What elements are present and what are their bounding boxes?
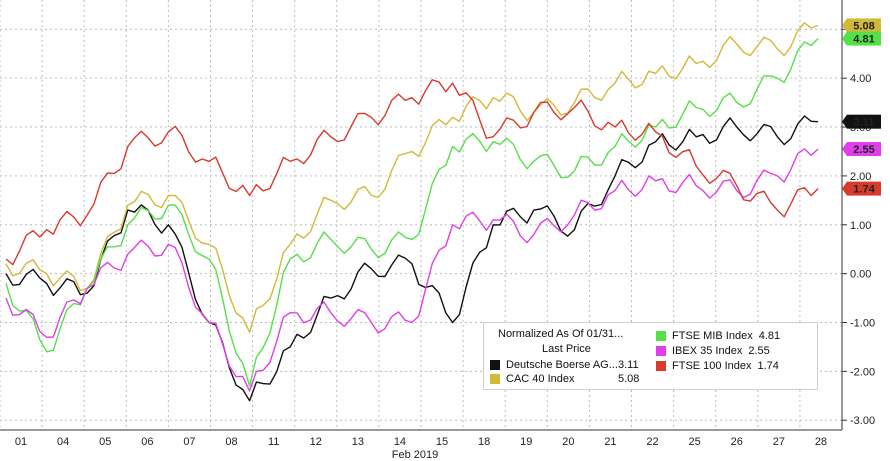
series-line (5, 115, 819, 402)
x-tick-label: 15 (436, 436, 448, 448)
last-value-pointer (842, 31, 847, 46)
chart-legend: Normalized As Of 01/31... Last Price Deu… (483, 322, 818, 390)
y-tick-label: -1.00 (850, 318, 875, 330)
last-value-badge (847, 31, 881, 46)
x-tick-label: 08 (225, 436, 237, 448)
last-value-label: 1.74 (853, 184, 875, 196)
series-line (5, 22, 819, 333)
legend-value-ftse-mib: 4.81 (758, 330, 781, 342)
x-tick-label: 13 (352, 436, 364, 448)
legend-entry-deutsche-boerse: Deutsche Boerse AG... 3.11 (490, 359, 639, 371)
legend-label-ftse100: FTSE 100 Index (672, 360, 752, 372)
legend-value-ftse100: 1.74 (757, 360, 779, 372)
series-line (5, 79, 819, 266)
series-line (5, 38, 819, 387)
last-value-badge (847, 142, 881, 157)
last-value-pointer (842, 181, 847, 196)
x-tick-label: 06 (141, 436, 153, 448)
x-tick-label: 05 (99, 436, 111, 448)
y-tick-label: 0.00 (850, 269, 871, 281)
last-value-label: 2.55 (853, 144, 874, 156)
x-tick-label: 27 (773, 436, 785, 448)
legend-label-ftse-mib: FTSE MIB Index (672, 330, 753, 342)
y-tick-label: -2.00 (850, 366, 875, 378)
legend-label-ibex35: IBEX 35 Index (672, 345, 743, 357)
x-tick-label: 28 (815, 436, 827, 448)
legend-header-last-price: Last Price (542, 343, 591, 355)
legend-swatch-ftse100 (656, 361, 666, 371)
legend-label-deutsche-boerse: Deutsche Boerse AG... (506, 359, 618, 371)
last-value-pointer (842, 142, 847, 157)
legend-swatch-ftse-mib (656, 331, 666, 341)
x-tick-label: 21 (604, 436, 616, 448)
last-value-pointer (842, 114, 847, 129)
legend-header-normalized: Normalized As Of 01/31... (498, 328, 624, 340)
last-value-badge (847, 114, 881, 129)
legend-value-deutsche-boerse: 3.11 (618, 359, 639, 371)
last-value-label: 4.81 (853, 34, 874, 46)
x-axis-label: Feb 2019 (392, 449, 438, 461)
legend-entry-ftse100: FTSE 100 Index 1.74 (656, 360, 779, 372)
legend-swatch-deutsche-boerse (490, 360, 500, 370)
last-value-label: 3.11 (854, 117, 875, 129)
last-value-label: 5.08 (853, 20, 874, 32)
y-tick-label: -3.00 (850, 415, 875, 427)
legend-entry-cac40: CAC 40 Index 5.08 (490, 373, 639, 385)
y-tick-label: 2.00 (850, 171, 871, 183)
x-tick-label: 26 (731, 436, 743, 448)
y-tick-label: 4.00 (850, 73, 871, 85)
x-tick-label: 04 (57, 436, 69, 448)
x-tick-label: 19 (520, 436, 532, 448)
x-tick-label: 14 (394, 436, 406, 448)
legend-entry-ftse-mib: FTSE MIB Index 4.81 (656, 330, 780, 342)
x-tick-label: 01 (15, 436, 27, 448)
last-value-badge (847, 181, 881, 196)
x-tick-label: 18 (478, 436, 490, 448)
last-value-pointer (842, 18, 847, 33)
legend-label-cac40: CAC 40 Index (506, 373, 575, 385)
x-tick-label: 12 (310, 436, 322, 448)
x-tick-label: 11 (268, 436, 279, 448)
legend-value-ibex35: 2.55 (748, 345, 770, 357)
legend-swatch-cac40 (490, 374, 500, 384)
legend-swatch-ibex35 (656, 346, 666, 356)
series-line (5, 148, 819, 392)
legend-value-cac40: 5.08 (618, 373, 640, 385)
legend-entry-ibex35: IBEX 35 Index 2.55 (656, 345, 770, 357)
x-tick-label: 20 (562, 436, 574, 448)
x-tick-label: 25 (689, 436, 701, 448)
x-tick-label: 22 (646, 436, 658, 448)
x-tick-label: 07 (183, 436, 195, 448)
last-value-badge (847, 18, 881, 33)
y-tick-label: 1.00 (850, 220, 871, 232)
